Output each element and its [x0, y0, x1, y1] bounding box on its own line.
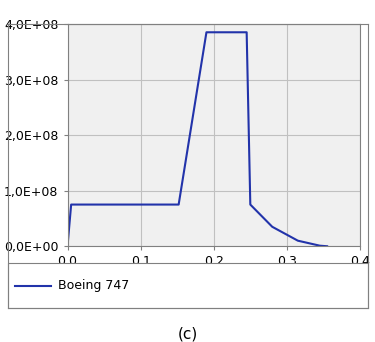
X-axis label: time (s): time (s) [183, 274, 244, 288]
Text: Boeing 747: Boeing 747 [58, 279, 129, 292]
FancyBboxPatch shape [8, 263, 368, 308]
Text: (c): (c) [177, 327, 198, 342]
